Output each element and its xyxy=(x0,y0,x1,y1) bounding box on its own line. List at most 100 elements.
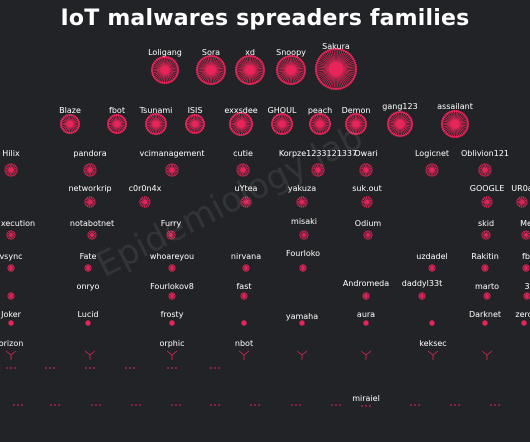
family-node-ur0a xyxy=(516,196,528,208)
family-node-uytea xyxy=(240,196,252,208)
family-node-notabotnet xyxy=(87,230,97,240)
family-node-zero xyxy=(521,320,527,326)
family-label: Fourlokov8 xyxy=(150,282,194,291)
family-label: Blaze xyxy=(59,106,81,115)
family-node-demon xyxy=(344,113,368,135)
family-label: yamaha xyxy=(285,312,319,321)
family-label: Sora xyxy=(201,48,221,57)
family-node-joker xyxy=(8,320,14,326)
family-label: vsync xyxy=(0,252,23,261)
family-label: Loligang xyxy=(148,48,182,57)
family-node-xd xyxy=(234,54,266,86)
family-label: Oblivion121 xyxy=(460,149,510,158)
family-node-skid xyxy=(481,230,491,240)
family-label: keksec xyxy=(419,339,447,348)
family-node-sakura xyxy=(314,47,358,91)
family-node-isis xyxy=(185,113,206,135)
family-node-yamaha xyxy=(299,320,305,326)
family-node-odium xyxy=(363,230,373,240)
family-label: Fate xyxy=(79,252,97,261)
family-node-fourlokov8 xyxy=(168,292,176,300)
family-label: pandora xyxy=(73,149,107,158)
family-node-keksec xyxy=(427,350,439,360)
family-node-whoareyou xyxy=(168,264,176,272)
family-node-fate xyxy=(84,264,92,272)
family-node-rakitin xyxy=(481,264,489,272)
family-label: daddyl33t xyxy=(401,279,443,288)
page-title: IoT malwares spreaders families xyxy=(60,6,470,31)
family-node-uzdadel xyxy=(428,264,436,272)
family-node-suk-out xyxy=(361,196,373,208)
family-label: orphic xyxy=(159,339,185,348)
family-label: skid xyxy=(477,219,495,228)
family-node-snoopy xyxy=(275,54,307,86)
family-label: Korpze1233121337 xyxy=(278,149,358,158)
family-node-onryo xyxy=(7,292,15,300)
family-node-sora xyxy=(195,54,227,86)
family-node-ghoul xyxy=(270,113,294,135)
family-node-assailant xyxy=(440,109,470,139)
family-label: Me xyxy=(520,219,530,228)
family-label: whoareyou xyxy=(149,252,195,261)
family-label: ISIS xyxy=(187,106,203,115)
family-node-nirvana xyxy=(242,264,250,272)
family-label: UR0a xyxy=(511,184,530,193)
family-label: fb xyxy=(522,252,530,261)
family-node-fbot xyxy=(107,113,128,135)
family-node-me xyxy=(521,230,530,240)
family-node-vcimanagement xyxy=(165,163,179,177)
family-node-lucid xyxy=(85,320,91,326)
family-node-gang123 xyxy=(386,110,414,138)
family-node-fast xyxy=(240,292,248,300)
family-label: Logicnet xyxy=(414,149,450,158)
family-node-furry xyxy=(166,230,176,240)
family-label: xd xyxy=(245,48,255,57)
family-label: Odium xyxy=(354,219,382,228)
family-node-orizon xyxy=(5,350,17,360)
family-label: uYtea xyxy=(234,184,258,193)
family-node-frosty xyxy=(169,320,175,326)
family-node-fb xyxy=(522,264,530,272)
family-node-vsync xyxy=(7,264,15,272)
family-node-pandora xyxy=(83,163,97,177)
family-label: Demon xyxy=(341,106,371,115)
family-node-tsunami xyxy=(144,113,168,135)
family-label: vcimanagement xyxy=(139,149,205,158)
family-node-daddyl33t xyxy=(418,292,426,300)
family-label: Snoopy xyxy=(276,48,306,57)
minor-node xyxy=(296,350,308,360)
family-node-yakuza xyxy=(296,196,308,208)
family-label: misaki xyxy=(291,217,317,226)
minor-node xyxy=(429,320,435,326)
family-label: onryo xyxy=(76,282,100,291)
family-node-networkrip xyxy=(84,196,96,208)
minor-node xyxy=(84,350,96,360)
family-label: fbot xyxy=(109,106,125,115)
family-node-3 xyxy=(523,292,530,300)
family-label: GHOUL xyxy=(267,106,297,115)
family-node-oblivion121 xyxy=(478,163,492,177)
family-label: Darknet xyxy=(468,310,502,319)
family-label: nirvana xyxy=(230,252,262,261)
family-label: Owari xyxy=(354,149,378,158)
family-label: Sakura xyxy=(322,42,350,51)
family-label: frosty xyxy=(160,310,184,319)
family-label: GOOGLE xyxy=(469,184,505,193)
family-node-owari xyxy=(359,163,373,177)
family-node-fourloko xyxy=(299,264,307,272)
family-node-misaki xyxy=(299,230,309,240)
family-node-orphic xyxy=(166,350,178,360)
family-label: Andromeda xyxy=(342,279,390,288)
family-label: peach xyxy=(307,106,333,115)
family-node-google xyxy=(481,196,493,208)
family-label: aura xyxy=(356,310,376,319)
family-label: Hilix xyxy=(2,149,20,158)
family-label: assailant xyxy=(437,102,473,111)
family-node-c0r0n4x xyxy=(139,196,151,208)
family-label: Lucid xyxy=(77,310,99,319)
family-node-darknet xyxy=(482,320,488,326)
minor-node xyxy=(241,320,247,326)
